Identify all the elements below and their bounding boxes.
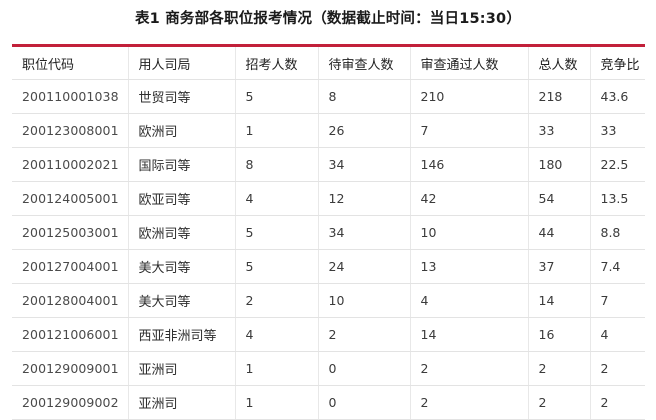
column-header-hire: 招考人数: [235, 47, 319, 80]
cell-total: 180: [528, 147, 591, 182]
report-table-container: 职位代码 用人司局 招考人数 待审查人数 审查通过人数 总人数 竞争比 2001…: [12, 44, 645, 420]
cell-pass: 42: [410, 181, 529, 216]
cell-total: 218: [528, 79, 591, 114]
column-header-ratio: 竞争比: [590, 47, 645, 80]
cell-pass: 14: [410, 317, 529, 352]
table-header-row: 职位代码 用人司局 招考人数 待审查人数 审查通过人数 总人数 竞争比: [12, 47, 645, 80]
cell-dept: 美大司等: [128, 283, 236, 318]
cell-pass: 146: [410, 147, 529, 182]
cell-pass: 2: [410, 351, 529, 386]
cell-total: 37: [528, 249, 591, 284]
table-row: 200129009002 亚洲司 1 0 2 2 2: [12, 385, 645, 420]
cell-code: 200125003001: [12, 215, 129, 250]
cell-hire: 5: [235, 79, 319, 114]
cell-ratio: 2: [590, 351, 645, 386]
cell-total: 33: [528, 113, 591, 148]
cell-dept: 亚洲司: [128, 351, 236, 386]
table-row: 200121006001 西亚非洲司等 4 2 14 16 4: [12, 317, 645, 352]
cell-total: 2: [528, 351, 591, 386]
cell-total: 2: [528, 385, 591, 420]
cell-total: 16: [528, 317, 591, 352]
cell-ratio: 7.4: [590, 249, 645, 284]
cell-pass: 2: [410, 385, 529, 420]
cell-pend: 0: [318, 351, 411, 386]
cell-dept: 欧洲司等: [128, 215, 236, 250]
cell-ratio: 13.5: [590, 181, 645, 216]
cell-ratio: 4: [590, 317, 645, 352]
cell-hire: 5: [235, 215, 319, 250]
cell-hire: 1: [235, 385, 319, 420]
cell-pass: 13: [410, 249, 529, 284]
cell-dept: 美大司等: [128, 249, 236, 284]
cell-code: 200110002021: [12, 147, 129, 182]
column-header-pass: 审查通过人数: [410, 47, 529, 80]
cell-total: 14: [528, 283, 591, 318]
cell-pend: 0: [318, 385, 411, 420]
column-header-total: 总人数: [528, 47, 591, 80]
cell-dept: 世贸司等: [128, 79, 236, 114]
cell-code: 200129009001: [12, 351, 129, 386]
cell-hire: 1: [235, 113, 319, 148]
cell-pend: 34: [318, 215, 411, 250]
cell-code: 200128004001: [12, 283, 129, 318]
cell-pend: 8: [318, 79, 411, 114]
cell-ratio: 2: [590, 385, 645, 420]
cell-pass: 210: [410, 79, 529, 114]
cell-hire: 4: [235, 317, 319, 352]
cell-ratio: 43.6: [590, 79, 645, 114]
cell-pend: 34: [318, 147, 411, 182]
cell-pass: 10: [410, 215, 529, 250]
column-header-pend: 待审查人数: [318, 47, 411, 80]
cell-pend: 24: [318, 249, 411, 284]
cell-code: 200110001038: [12, 79, 129, 114]
cell-ratio: 22.5: [590, 147, 645, 182]
cell-pend: 12: [318, 181, 411, 216]
table-row: 200123008001 欧洲司 1 26 7 33 33: [12, 113, 645, 148]
column-header-dept: 用人司局: [128, 47, 236, 80]
cell-code: 200123008001: [12, 113, 129, 148]
cell-code: 200127004001: [12, 249, 129, 284]
cell-code: 200129009002: [12, 385, 129, 420]
cell-dept: 欧洲司: [128, 113, 236, 148]
cell-dept: 亚洲司: [128, 385, 236, 420]
cell-pass: 7: [410, 113, 529, 148]
cell-dept: 西亚非洲司等: [128, 317, 236, 352]
table-row: 200127004001 美大司等 5 24 13 37 7.4: [12, 249, 645, 284]
cell-dept: 欧亚司等: [128, 181, 236, 216]
cell-pend: 10: [318, 283, 411, 318]
table-body: 200110001038 世贸司等 5 8 210 218 43.6 200123008001…: [12, 79, 645, 420]
cell-ratio: 8.8: [590, 215, 645, 250]
cell-dept: 国际司等: [128, 147, 236, 182]
cell-ratio: 7: [590, 283, 645, 318]
cell-total: 44: [528, 215, 591, 250]
cell-total: 54: [528, 181, 591, 216]
cell-pend: 26: [318, 113, 411, 148]
table-row: 200129009001 亚洲司 1 0 2 2 2: [12, 351, 645, 386]
table-row: 200125003001 欧洲司等 5 34 10 44 8.8: [12, 215, 645, 250]
cell-code: 200124005001: [12, 181, 129, 216]
cell-pend: 2: [318, 317, 411, 352]
table-row: 200110002021 国际司等 8 34 146 180 22.5: [12, 147, 645, 182]
table-row: 200110001038 世贸司等 5 8 210 218 43.6: [12, 79, 645, 114]
report-table: 职位代码 用人司局 招考人数 待审查人数 审查通过人数 总人数 竞争比 2001…: [12, 47, 645, 420]
page-title: 表1 商务部各职位报考情况（数据截止时间：当日15:30）: [134, 11, 522, 27]
cell-pass: 4: [410, 283, 529, 318]
column-header-code: 职位代码: [12, 47, 129, 80]
table-header: 职位代码 用人司局 招考人数 待审查人数 审查通过人数 总人数 竞争比: [12, 47, 645, 80]
cell-hire: 8: [235, 147, 319, 182]
cell-hire: 5: [235, 249, 319, 284]
cell-hire: 1: [235, 351, 319, 386]
cell-code: 200121006001: [12, 317, 129, 352]
cell-hire: 2: [235, 283, 319, 318]
table-row: 200128004001 美大司等 2 10 4 14 7: [12, 283, 645, 318]
cell-hire: 4: [235, 181, 319, 216]
table-row: 200124005001 欧亚司等 4 12 42 54 13.5: [12, 181, 645, 216]
cell-ratio: 33: [590, 113, 645, 148]
